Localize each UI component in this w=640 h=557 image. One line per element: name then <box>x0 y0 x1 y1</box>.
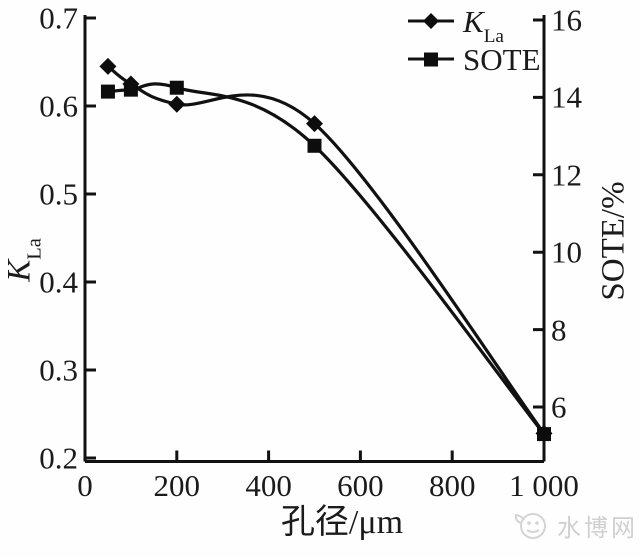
left-axis-tick-label: 0.6 <box>39 88 78 124</box>
left-axis-tick-label: 0.3 <box>39 352 78 388</box>
sote-data-point <box>123 82 138 97</box>
sote-data-point <box>100 84 115 99</box>
left-axis-tick-label: 0.2 <box>39 440 78 476</box>
x-axis-title: 孔径/μm <box>280 504 404 541</box>
square-marker-icon <box>408 52 454 67</box>
axis-tick-marks <box>85 16 544 462</box>
right-axis-title: SOTE/% <box>595 181 632 301</box>
x-axis-tick-label: 400 <box>245 468 292 503</box>
left-axis-tick-label: 0.5 <box>39 176 78 212</box>
left-axis-title: KLa <box>1 238 46 282</box>
diamond-marker-icon <box>408 13 454 29</box>
k_la-curve <box>106 65 546 435</box>
legend-label-kla-sub: La <box>483 26 504 48</box>
kla-data-point <box>168 95 186 113</box>
axis-lines <box>83 15 546 463</box>
right-axis-tick-label: 6 <box>551 389 567 425</box>
legend-label-sote: SOTE <box>463 41 541 77</box>
left-axis-tick-label: 0.4 <box>39 264 78 300</box>
x-axis-tick-label: 200 <box>153 468 201 503</box>
right-axis-tick-label: 16 <box>551 2 582 38</box>
sote-data-point <box>169 80 184 95</box>
right-axis-tick-label: 14 <box>551 79 582 115</box>
x-axis-tick-label: 0 <box>77 468 93 503</box>
legend-item-sote: SOTE <box>406 40 541 78</box>
legend-item-kla: KLa <box>406 2 541 47</box>
watermark-logo-icon <box>514 513 546 539</box>
left-axis-tick-label: 0.7 <box>39 0 78 36</box>
sote-data-point <box>307 138 322 153</box>
watermark: 水博网 <box>512 507 638 543</box>
right-axis-tick-label: 12 <box>551 157 582 193</box>
x-axis-tick-label: 600 <box>337 468 384 503</box>
legend-label-kla: KLa <box>463 3 504 47</box>
kla-data-point <box>306 115 323 133</box>
right-axis-tick-label: 10 <box>551 234 582 270</box>
left-axis-title-main: K <box>1 259 38 282</box>
kla-data-point <box>99 57 117 75</box>
legend-label-kla-main: K <box>463 3 484 39</box>
legend: KLa SOTE <box>406 2 541 78</box>
x-axis-tick-label: 800 <box>428 468 476 503</box>
sote-data-point <box>537 427 551 442</box>
x-axis-tick-label: 1 000 <box>509 468 579 503</box>
right-axis-tick-label: 8 <box>551 312 567 348</box>
left-axis-title-sub: La <box>23 238 46 260</box>
watermark-text: 水博网 <box>557 515 638 542</box>
